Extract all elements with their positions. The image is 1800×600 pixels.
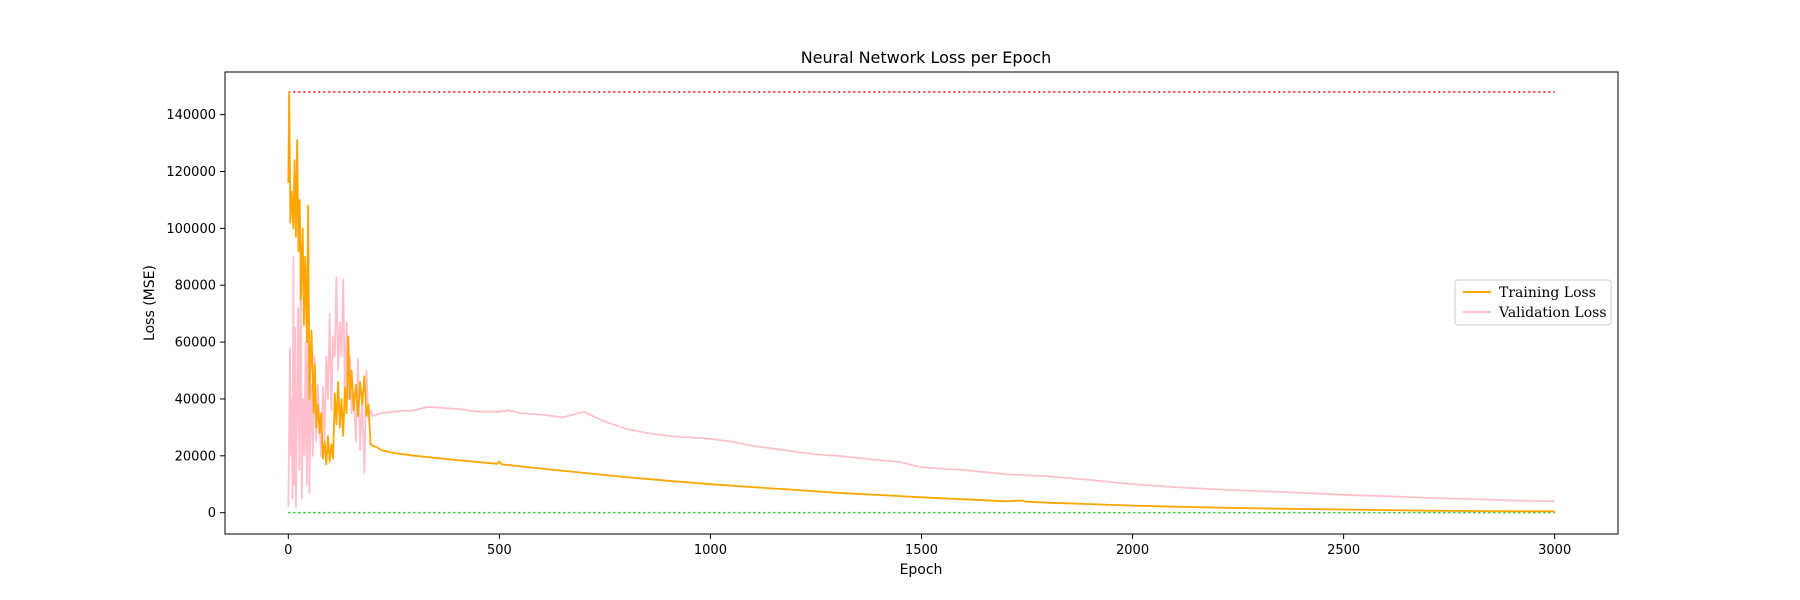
y-tick-label: 100000 bbox=[166, 222, 216, 237]
y-tick-label: 40000 bbox=[175, 392, 216, 407]
x-tick-label: 2500 bbox=[1327, 543, 1360, 558]
y-tick-label: 120000 bbox=[166, 165, 216, 180]
y-tick-label: 20000 bbox=[175, 449, 216, 464]
y-tick-label: 60000 bbox=[175, 336, 216, 351]
legend-label-validation: Validation Loss bbox=[1498, 305, 1607, 321]
legend: Training Loss Validation Loss bbox=[1454, 279, 1612, 326]
x-tick-label: 1500 bbox=[905, 543, 938, 558]
x-tick-label: 500 bbox=[487, 543, 512, 558]
x-axis: 0 500 1000 1500 2000 2500 3000 bbox=[284, 534, 1571, 558]
chart-title: Neural Network Loss per Epoch bbox=[801, 48, 1052, 67]
y-tick-label: 80000 bbox=[175, 279, 216, 294]
series-line-training bbox=[287, 91, 1555, 513]
x-tick-label: 2000 bbox=[1116, 543, 1149, 558]
y-axis: 0 20000 40000 60000 80000 100000 120000 140000 bbox=[166, 108, 225, 521]
plot-frame bbox=[224, 71, 1619, 535]
legend-box bbox=[1454, 279, 1612, 326]
y-axis-title: Loss (MSE) bbox=[142, 265, 158, 341]
y-tick-label: 140000 bbox=[166, 108, 216, 123]
legend-label-training: Training Loss bbox=[1499, 285, 1596, 301]
x-tick-label: 3000 bbox=[1538, 543, 1571, 558]
x-axis-title: Epoch bbox=[900, 562, 943, 578]
plot-area bbox=[287, 91, 1555, 514]
x-tick-label: 1000 bbox=[694, 543, 727, 558]
x-tick-label: 0 bbox=[284, 543, 292, 558]
y-tick-label: 0 bbox=[208, 506, 216, 521]
series-line-validation bbox=[287, 241, 1555, 508]
